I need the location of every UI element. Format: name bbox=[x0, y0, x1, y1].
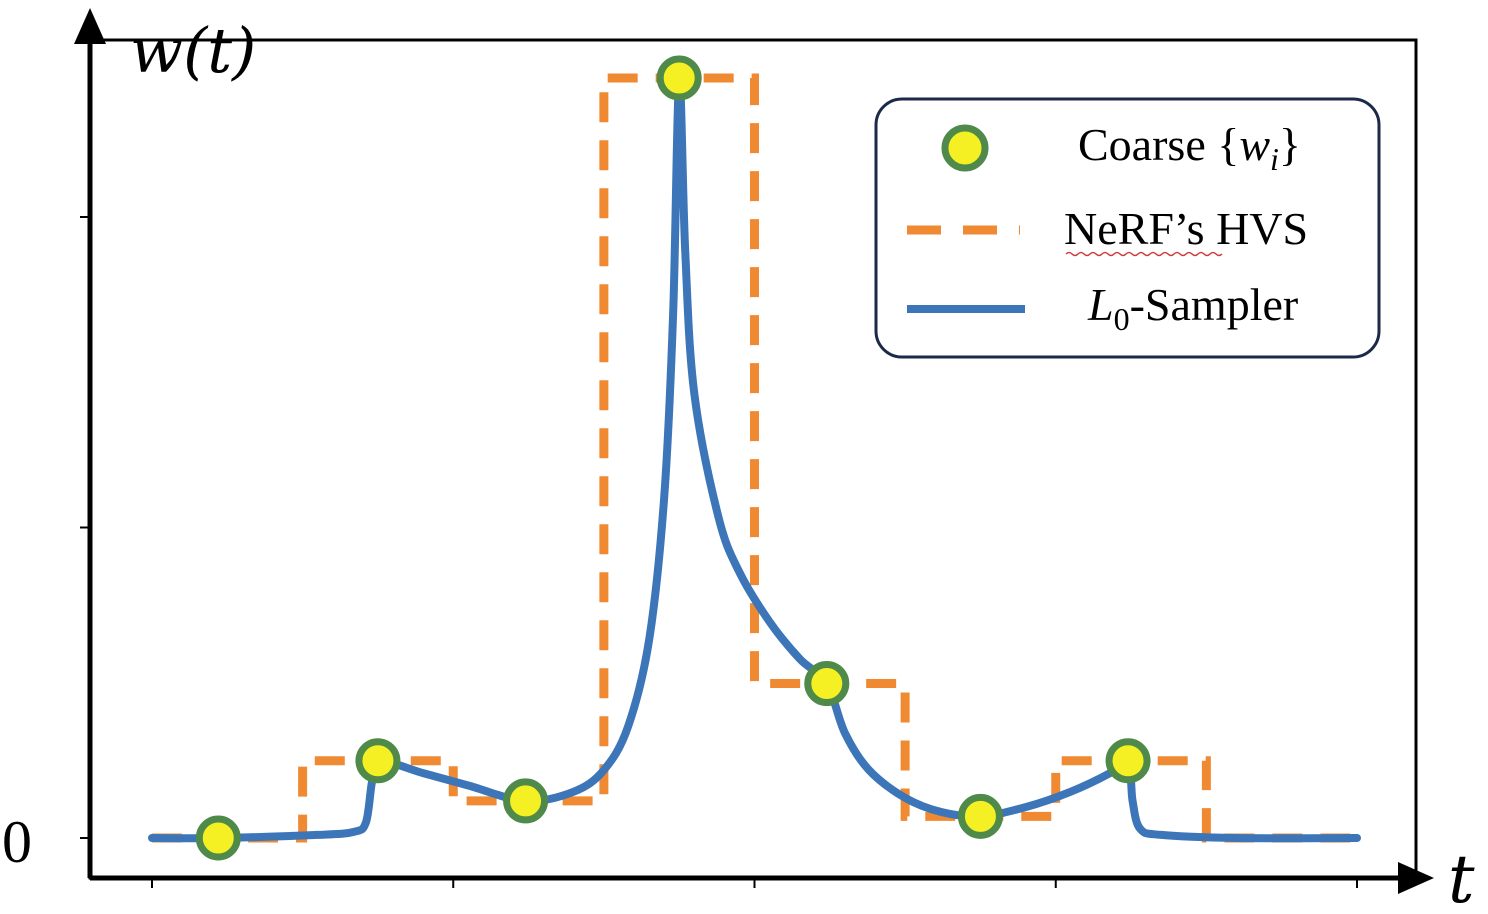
l0-sampler-series-line bbox=[148, 73, 1361, 843]
legend-box bbox=[874, 97, 1381, 359]
y-axis-label: w(t) bbox=[130, 14, 256, 87]
legend-l0-label: L0-Sampler bbox=[1087, 279, 1298, 337]
coarse-point-6 bbox=[1105, 738, 1151, 784]
zero-label: 0 bbox=[2, 809, 32, 875]
legend-coarse-marker bbox=[941, 124, 989, 172]
legend: Coarse {wi} NeRF’s HVS L0-Sampler bbox=[874, 97, 1381, 359]
y-axis-arrow bbox=[74, 8, 106, 44]
coarse-point-3 bbox=[656, 55, 702, 101]
coarse-point-5 bbox=[957, 793, 1003, 839]
coarse-points bbox=[195, 55, 1151, 861]
coarse-point-2 bbox=[503, 778, 549, 824]
x-axis-arrow bbox=[1398, 862, 1434, 894]
legend-hvs-label: NeRF’s HVS bbox=[1064, 203, 1308, 254]
coarse-point-4 bbox=[804, 661, 850, 707]
legend-hvs-spellcheck-underline bbox=[1065, 251, 1223, 257]
legend-coarse-label: Coarse {wi} bbox=[1078, 119, 1301, 177]
x-axis-label: t bbox=[1448, 841, 1475, 914]
ticks bbox=[80, 216, 1358, 888]
coarse-point-1 bbox=[355, 738, 401, 784]
coarse-point-0 bbox=[195, 815, 241, 861]
